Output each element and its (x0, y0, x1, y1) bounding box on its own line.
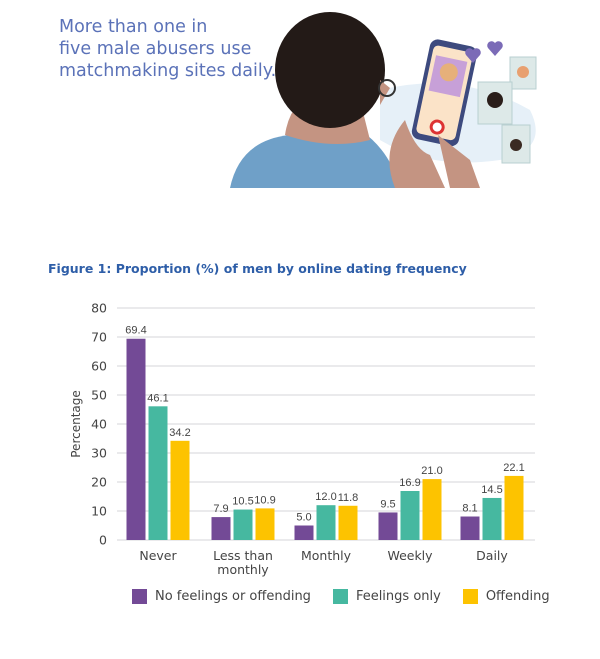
x-tick-label: Weekly (387, 548, 433, 563)
legend-item: Feelings only (332, 589, 441, 604)
data-label: 10.5 (232, 496, 253, 508)
man-with-phone-illustration (230, 12, 537, 188)
y-tick-label: 80 (91, 301, 107, 316)
data-label: 5.0 (296, 512, 311, 524)
bar (255, 508, 275, 540)
legend-swatch-yellow (462, 589, 478, 604)
bar (126, 338, 146, 540)
headline-line: five male abusers use (59, 39, 252, 59)
data-label: 10.9 (254, 494, 275, 506)
data-label: 34.2 (169, 427, 190, 439)
data-label: 21.0 (421, 465, 442, 477)
legend-swatch-purple (132, 589, 147, 604)
y-tick-label: 10 (91, 504, 107, 519)
legend-swatch-green (332, 589, 348, 604)
data-label: 9.5 (380, 498, 395, 510)
y-tick-label: 30 (91, 446, 107, 461)
data-label: 16.9 (399, 477, 420, 489)
bar (338, 505, 358, 540)
bar (482, 497, 502, 540)
bar (211, 517, 231, 540)
data-label: 46.1 (147, 392, 168, 404)
bar (148, 406, 168, 540)
y-tick-label: 20 (91, 475, 107, 490)
headline-line: matchmaking sites daily. (59, 61, 277, 81)
bar (294, 525, 314, 540)
headline-line: More than one in (59, 17, 208, 37)
x-tick-label: Never (139, 548, 177, 563)
y-tick-label: 60 (91, 359, 107, 374)
y-tick-label: 0 (99, 533, 107, 548)
y-tick-label: 70 (91, 330, 107, 345)
data-label: 11.8 (338, 492, 359, 504)
legend-label: Feelings only (355, 589, 441, 604)
bar (233, 509, 253, 540)
data-label: 14.5 (481, 484, 502, 496)
bar (504, 475, 524, 540)
data-label: 22.1 (503, 462, 524, 474)
x-tick-label: Daily (476, 548, 508, 563)
data-label: 69.4 (125, 325, 146, 337)
legend-label: No feelings or offending (155, 589, 311, 604)
y-tick-label: 40 (91, 417, 107, 432)
headline: More than one in five male abusers use m… (59, 16, 279, 82)
legend: No feelings or offending Feelings only O… (132, 589, 572, 604)
legend-item: Offending (462, 589, 550, 604)
bar (422, 479, 442, 540)
data-label: 12.0 (315, 491, 336, 503)
x-tick-label: monthly (217, 562, 269, 577)
y-tick-label: 50 (91, 388, 107, 403)
bar (460, 516, 480, 540)
bar (378, 512, 398, 540)
x-tick-label: Monthly (301, 548, 352, 563)
legend-label: Offending (485, 589, 550, 604)
data-label: 7.9 (213, 503, 228, 515)
bar (170, 440, 190, 540)
figure-title: Figure 1: Proportion (%) of men by onlin… (48, 261, 467, 276)
bar (316, 505, 336, 540)
x-tick-label: Less than (213, 548, 273, 563)
y-axis-label: Percentage (69, 390, 83, 458)
legend-item: No feelings or offending (132, 589, 311, 604)
bar-chart: 0 10 20 30 40 50 60 70 80 Percentage 69.4 46.1 34.2 N… (69, 301, 535, 577)
bar (400, 490, 420, 540)
data-label: 8.1 (462, 503, 477, 515)
